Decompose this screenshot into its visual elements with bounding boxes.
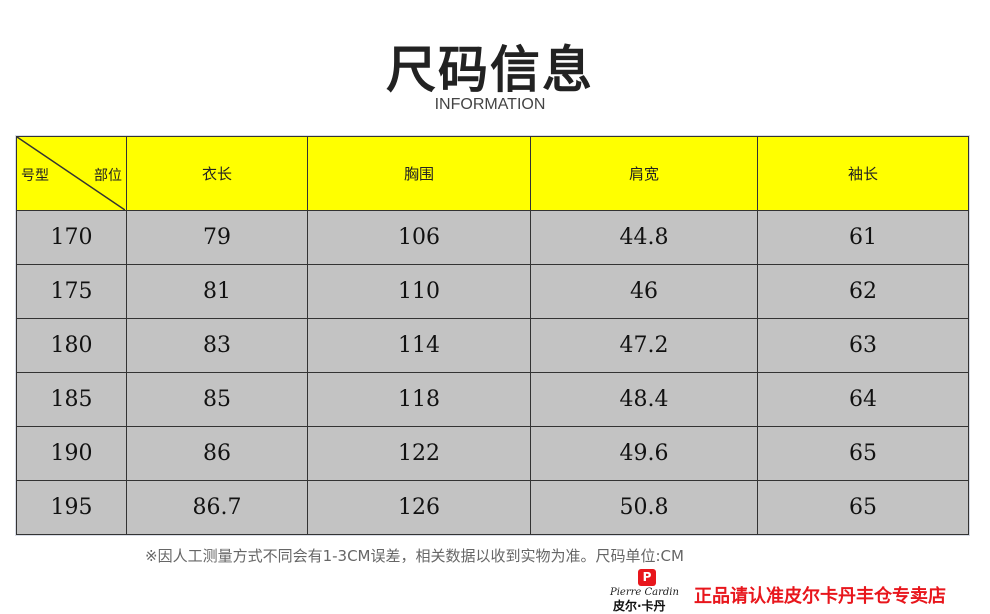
brand-script: Pierre Cardin bbox=[610, 587, 679, 598]
corner-cell: 号型 部位 bbox=[16, 136, 127, 211]
header-cell: 衣长 bbox=[126, 136, 308, 211]
value-cell: 86.7 bbox=[126, 480, 308, 535]
value-cell: 79 bbox=[126, 210, 308, 265]
table-row: 195 86.7 126 50.8 65 bbox=[16, 480, 969, 535]
value-cell: 83 bbox=[126, 318, 308, 373]
value-cell: 64 bbox=[757, 372, 969, 427]
table-row: 175 81 110 46 62 bbox=[16, 264, 969, 319]
diagonal-divider bbox=[17, 137, 125, 210]
value-cell: 85 bbox=[126, 372, 308, 427]
value-cell: 50.8 bbox=[530, 480, 758, 535]
table-header-row: 号型 部位 衣长 胸围 肩宽 袖长 bbox=[16, 136, 969, 211]
table-row: 190 86 122 49.6 65 bbox=[16, 426, 969, 481]
value-cell: 63 bbox=[757, 318, 969, 373]
value-cell: 114 bbox=[307, 318, 531, 373]
brand-name-cn: 皮尔·卡丹 bbox=[613, 599, 666, 613]
brand-logo: P Pierre Cardin 皮尔·卡丹 bbox=[610, 569, 690, 614]
value-cell: 65 bbox=[757, 426, 969, 481]
value-cell: 62 bbox=[757, 264, 969, 319]
header-cell: 袖长 bbox=[757, 136, 969, 211]
value-cell: 118 bbox=[307, 372, 531, 427]
size-cell: 170 bbox=[16, 210, 127, 265]
measurement-note: ※因人工测量方式不同会有1-3CM误差，相关数据以收到实物为准。尺码单位:CM bbox=[145, 547, 684, 565]
size-table: 号型 部位 衣长 胸围 肩宽 袖长 170 79 106 44.8 61 175 81 110… bbox=[16, 136, 969, 535]
table-row: 170 79 106 44.8 61 bbox=[16, 210, 969, 265]
value-cell: 46 bbox=[530, 264, 758, 319]
value-cell: 61 bbox=[757, 210, 969, 265]
value-cell: 48.4 bbox=[530, 372, 758, 427]
value-cell: 86 bbox=[126, 426, 308, 481]
brand-mark-icon: P bbox=[638, 569, 656, 586]
page-title: 尺码信息 bbox=[386, 41, 594, 99]
table-row: 185 85 118 48.4 64 bbox=[16, 372, 969, 427]
corner-label-part: 部位 bbox=[94, 168, 122, 184]
value-cell: 81 bbox=[126, 264, 308, 319]
header-cell: 胸围 bbox=[307, 136, 531, 211]
value-cell: 110 bbox=[307, 264, 531, 319]
value-cell: 49.6 bbox=[530, 426, 758, 481]
header-cell: 肩宽 bbox=[530, 136, 758, 211]
size-cell: 180 bbox=[16, 318, 127, 373]
value-cell: 65 bbox=[757, 480, 969, 535]
size-cell: 195 bbox=[16, 480, 127, 535]
size-cell: 175 bbox=[16, 264, 127, 319]
size-cell: 185 bbox=[16, 372, 127, 427]
value-cell: 122 bbox=[307, 426, 531, 481]
table-row: 180 83 114 47.2 63 bbox=[16, 318, 969, 373]
page-subtitle: INFORMATION bbox=[434, 96, 546, 113]
size-cell: 190 bbox=[16, 426, 127, 481]
promo-text: 正品请认准皮尔卡丹丰仓专卖店 bbox=[694, 586, 946, 607]
corner-label-size: 号型 bbox=[21, 168, 49, 184]
value-cell: 106 bbox=[307, 210, 531, 265]
value-cell: 126 bbox=[307, 480, 531, 535]
value-cell: 44.8 bbox=[530, 210, 758, 265]
value-cell: 47.2 bbox=[530, 318, 758, 373]
